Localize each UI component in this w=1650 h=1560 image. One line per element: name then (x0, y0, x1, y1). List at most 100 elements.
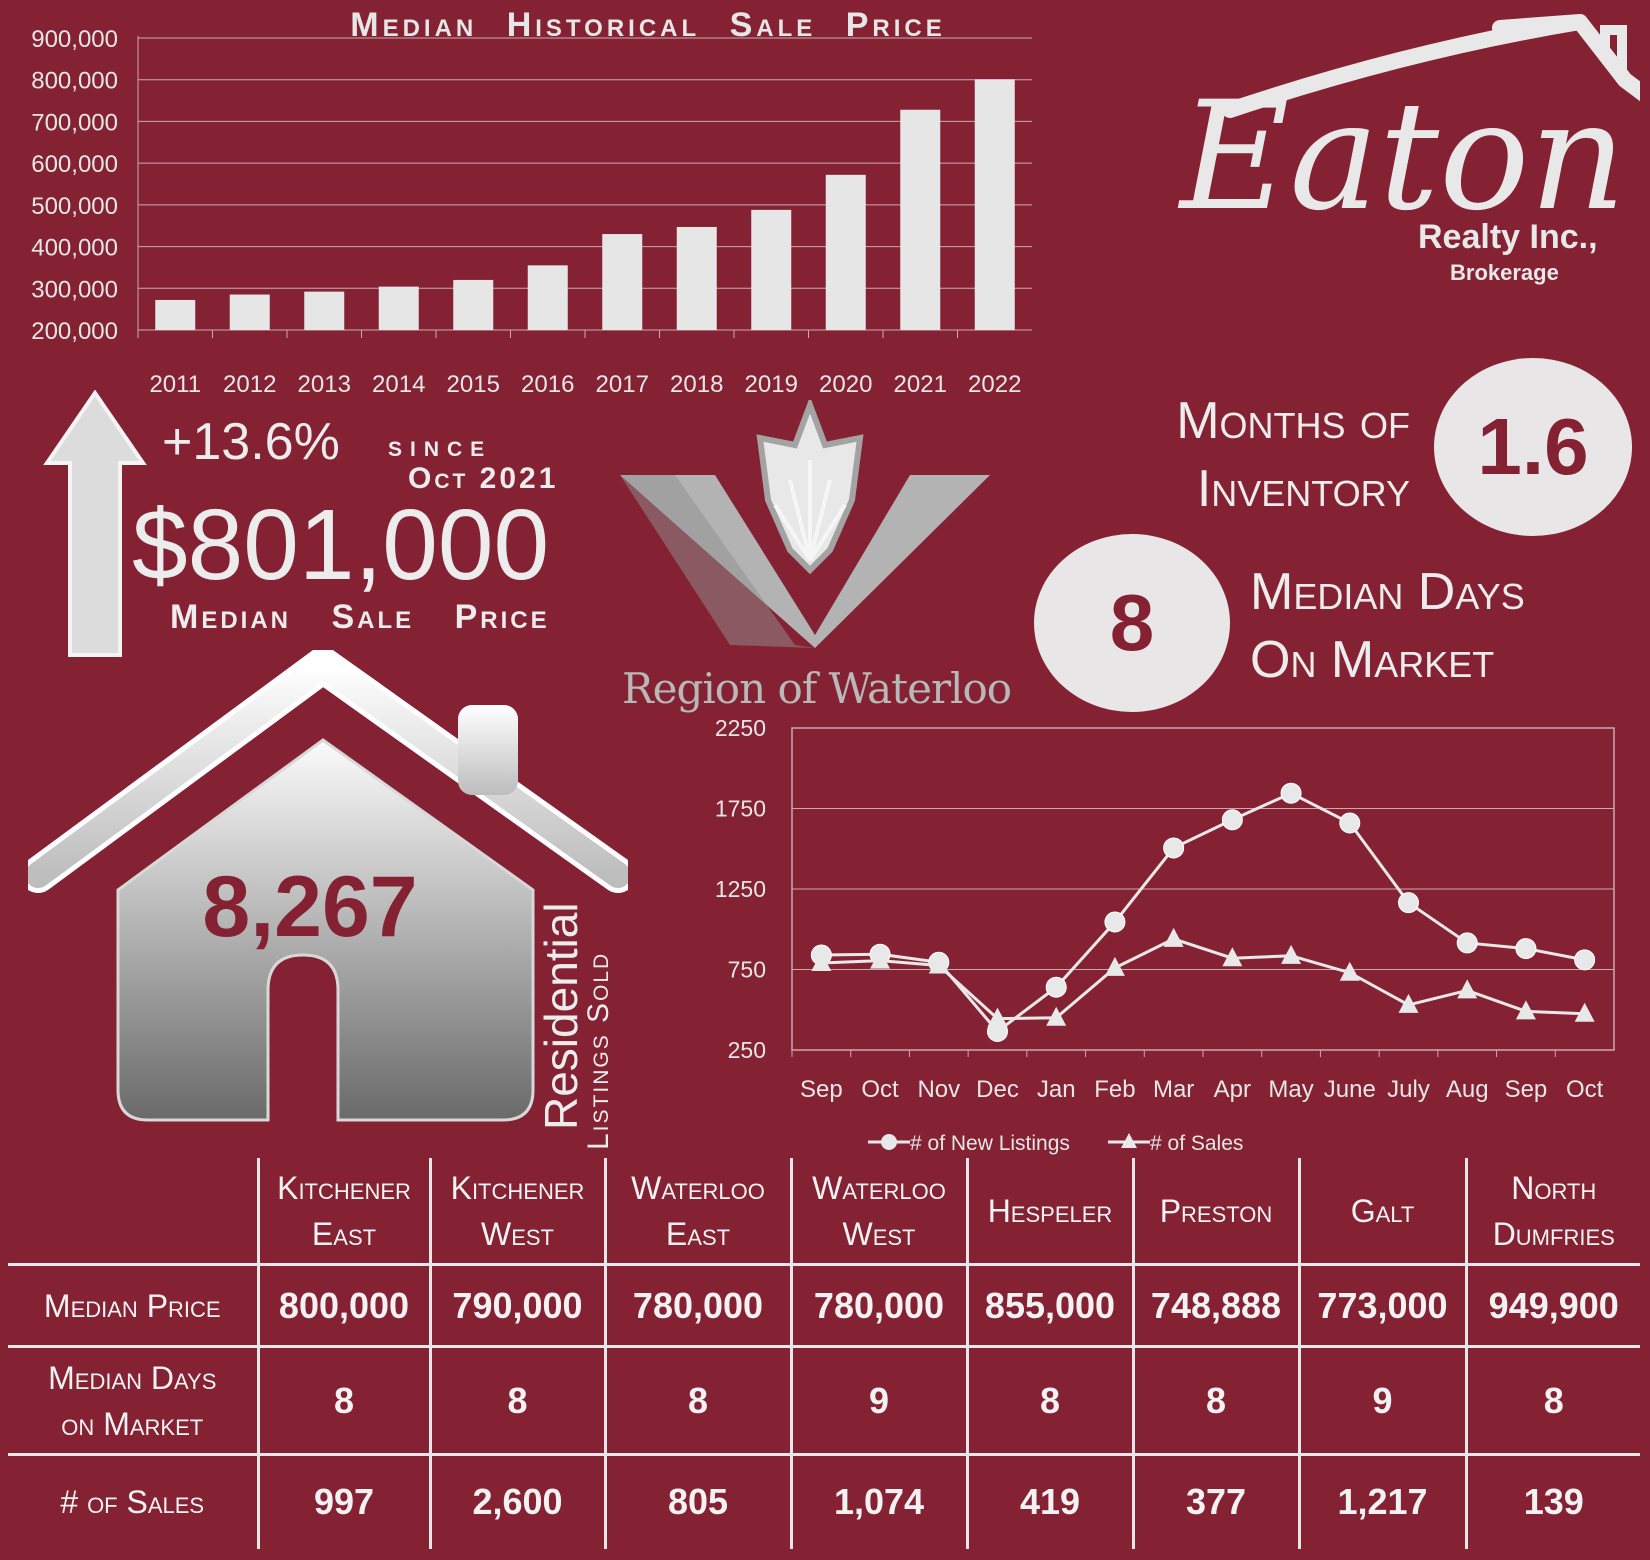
table-corner-cell (8, 1158, 258, 1265)
line-y-tick-label: 1750 (715, 796, 766, 822)
table-cell: 997 (256, 1454, 430, 1549)
bar-2016 (527, 265, 568, 330)
table-cell: 8 (603, 1346, 791, 1455)
table-cell: 9 (1297, 1346, 1466, 1455)
bar-2013 (304, 291, 345, 330)
line-x-tick-label: Sep (1505, 1076, 1548, 1103)
column-header-line: East (311, 1215, 377, 1252)
median-days-on-market-value: 8 (1034, 534, 1230, 712)
column-header-line: West (481, 1215, 554, 1252)
bar-2012 (229, 294, 270, 330)
row-label: Median Price (8, 1265, 258, 1347)
table-cell: 805 (603, 1454, 791, 1549)
sales-point (987, 1007, 1008, 1027)
area-stats-table: Kitchener East Kitchener West Waterloo East Wa… (8, 1158, 1640, 1549)
sales-point (1163, 927, 1184, 947)
line-x-tick-label: Mar (1153, 1076, 1194, 1103)
bar-y-tick-label: 700,000 (31, 109, 118, 136)
table-cell: 780,000 (603, 1264, 791, 1347)
table-cell: 8 (965, 1346, 1133, 1455)
bar-y-tick-label: 900,000 (31, 26, 118, 53)
bar-x-tick-label: 2012 (223, 371, 276, 398)
sales-point (870, 949, 891, 969)
bar-2018 (676, 226, 717, 330)
sales-point (928, 954, 949, 974)
column-header-line: Waterloo (631, 1169, 765, 1206)
table-cell: 773,000 (1297, 1264, 1466, 1347)
table-cell: 1,074 (789, 1454, 967, 1549)
column-header: North Dumfries (1464, 1158, 1640, 1265)
median-days-line2: On Market (1250, 631, 1495, 689)
sales-point (1281, 944, 1302, 964)
bar-2022 (974, 79, 1015, 330)
months-of-inventory-line2: Inventory (1196, 460, 1410, 518)
table-cell: 8 (428, 1346, 605, 1455)
residential-label: Residential (535, 902, 587, 1130)
column-header: Kitchener East (256, 1158, 430, 1265)
row-label: Median Days on Market (8, 1347, 258, 1455)
column-header: Waterloo West (789, 1158, 967, 1265)
bar-x-tick-label: 2021 (894, 371, 947, 398)
new-listings-point (1163, 837, 1185, 859)
table-row: # of Sales 997 2,600 805 1,074 419 377 1,217 139 (8, 1454, 1640, 1549)
table-cell: 855,000 (965, 1264, 1133, 1347)
column-header-line: Waterloo (812, 1169, 946, 1206)
column-header-line: Dumfries (1492, 1215, 1615, 1252)
legend-triangle-marker (1121, 1133, 1137, 1148)
column-header-line: Preston (1159, 1192, 1273, 1229)
table-cell: 2,600 (428, 1454, 605, 1549)
line-x-tick-label: Nov (917, 1076, 960, 1103)
table-cell: 377 (1131, 1454, 1299, 1549)
line-y-tick-label: 250 (728, 1037, 766, 1063)
line-x-tick-label: Apr (1214, 1076, 1251, 1103)
column-header: Galt (1297, 1158, 1466, 1265)
eaton-logo: Eaton Realty Inc., Brokerage (1160, 10, 1650, 300)
line-x-tick-label: May (1268, 1076, 1313, 1103)
sales-point (1339, 961, 1360, 981)
line-x-tick-label: Jan (1037, 1076, 1076, 1103)
row-label-line: # of Sales (60, 1484, 205, 1521)
table-cell: 419 (965, 1454, 1133, 1549)
sales-point (811, 952, 832, 972)
bar-x-tick-label: 2017 (596, 371, 649, 398)
new-listings-point (1045, 976, 1067, 998)
bar-y-tick-label: 400,000 (31, 235, 118, 262)
column-header-line: Kitchener (450, 1169, 585, 1206)
line-x-tick-label: Dec (976, 1076, 1019, 1103)
listings-sold-label: Listings Sold (582, 951, 615, 1150)
median-sale-price-label: Median Sale Price (170, 598, 550, 636)
row-label: # of Sales (8, 1455, 258, 1549)
table-cell: 949,900 (1464, 1264, 1640, 1347)
column-header-line: Kitchener (277, 1169, 411, 1206)
legend-circle-marker (881, 1134, 897, 1150)
bar-2011 (155, 299, 196, 330)
column-header-line: West (842, 1215, 916, 1252)
price-change-percent: +13.6% (162, 413, 340, 471)
bar-y-tick-label: 800,000 (31, 68, 118, 95)
bar-y-tick-label: 500,000 (31, 193, 118, 220)
table-cell: 800,000 (256, 1264, 430, 1347)
sales-point (1457, 979, 1478, 999)
sales-point (1574, 1002, 1595, 1022)
eaton-logo-text: Eaton (1180, 70, 1627, 244)
bar-y-tick-label: 200,000 (31, 318, 118, 345)
table-cell: 1,217 (1297, 1454, 1466, 1549)
legend-label: # of Sales (1150, 1132, 1243, 1155)
new-listings-point (1280, 782, 1302, 804)
new-listings-point (1339, 812, 1361, 834)
up-arrow-icon (43, 390, 147, 657)
table-cell: 780,000 (789, 1264, 967, 1347)
sales-point (1398, 993, 1419, 1013)
line-y-tick-label: 1250 (715, 876, 766, 902)
bar-x-tick-label: 2011 (149, 371, 201, 398)
listings-sales-line-chart: 250 750 1250 1750 2250 Sep Oct Nov Dec Jan Feb Mar… (715, 715, 1615, 1155)
house-roof-logo-icon (1222, 14, 1650, 118)
months-of-inventory-label: Months of Inventory (1090, 387, 1410, 523)
bar-x-tick-label: 2018 (670, 371, 723, 398)
column-header-line: North (1511, 1169, 1597, 1206)
bar-2021 (900, 109, 941, 331)
bar-2019 (751, 209, 792, 330)
listings-sold-value: 8,267 (202, 859, 418, 955)
new-listings-point (1398, 892, 1419, 914)
bar-x-tick-label: 2016 (521, 371, 574, 398)
